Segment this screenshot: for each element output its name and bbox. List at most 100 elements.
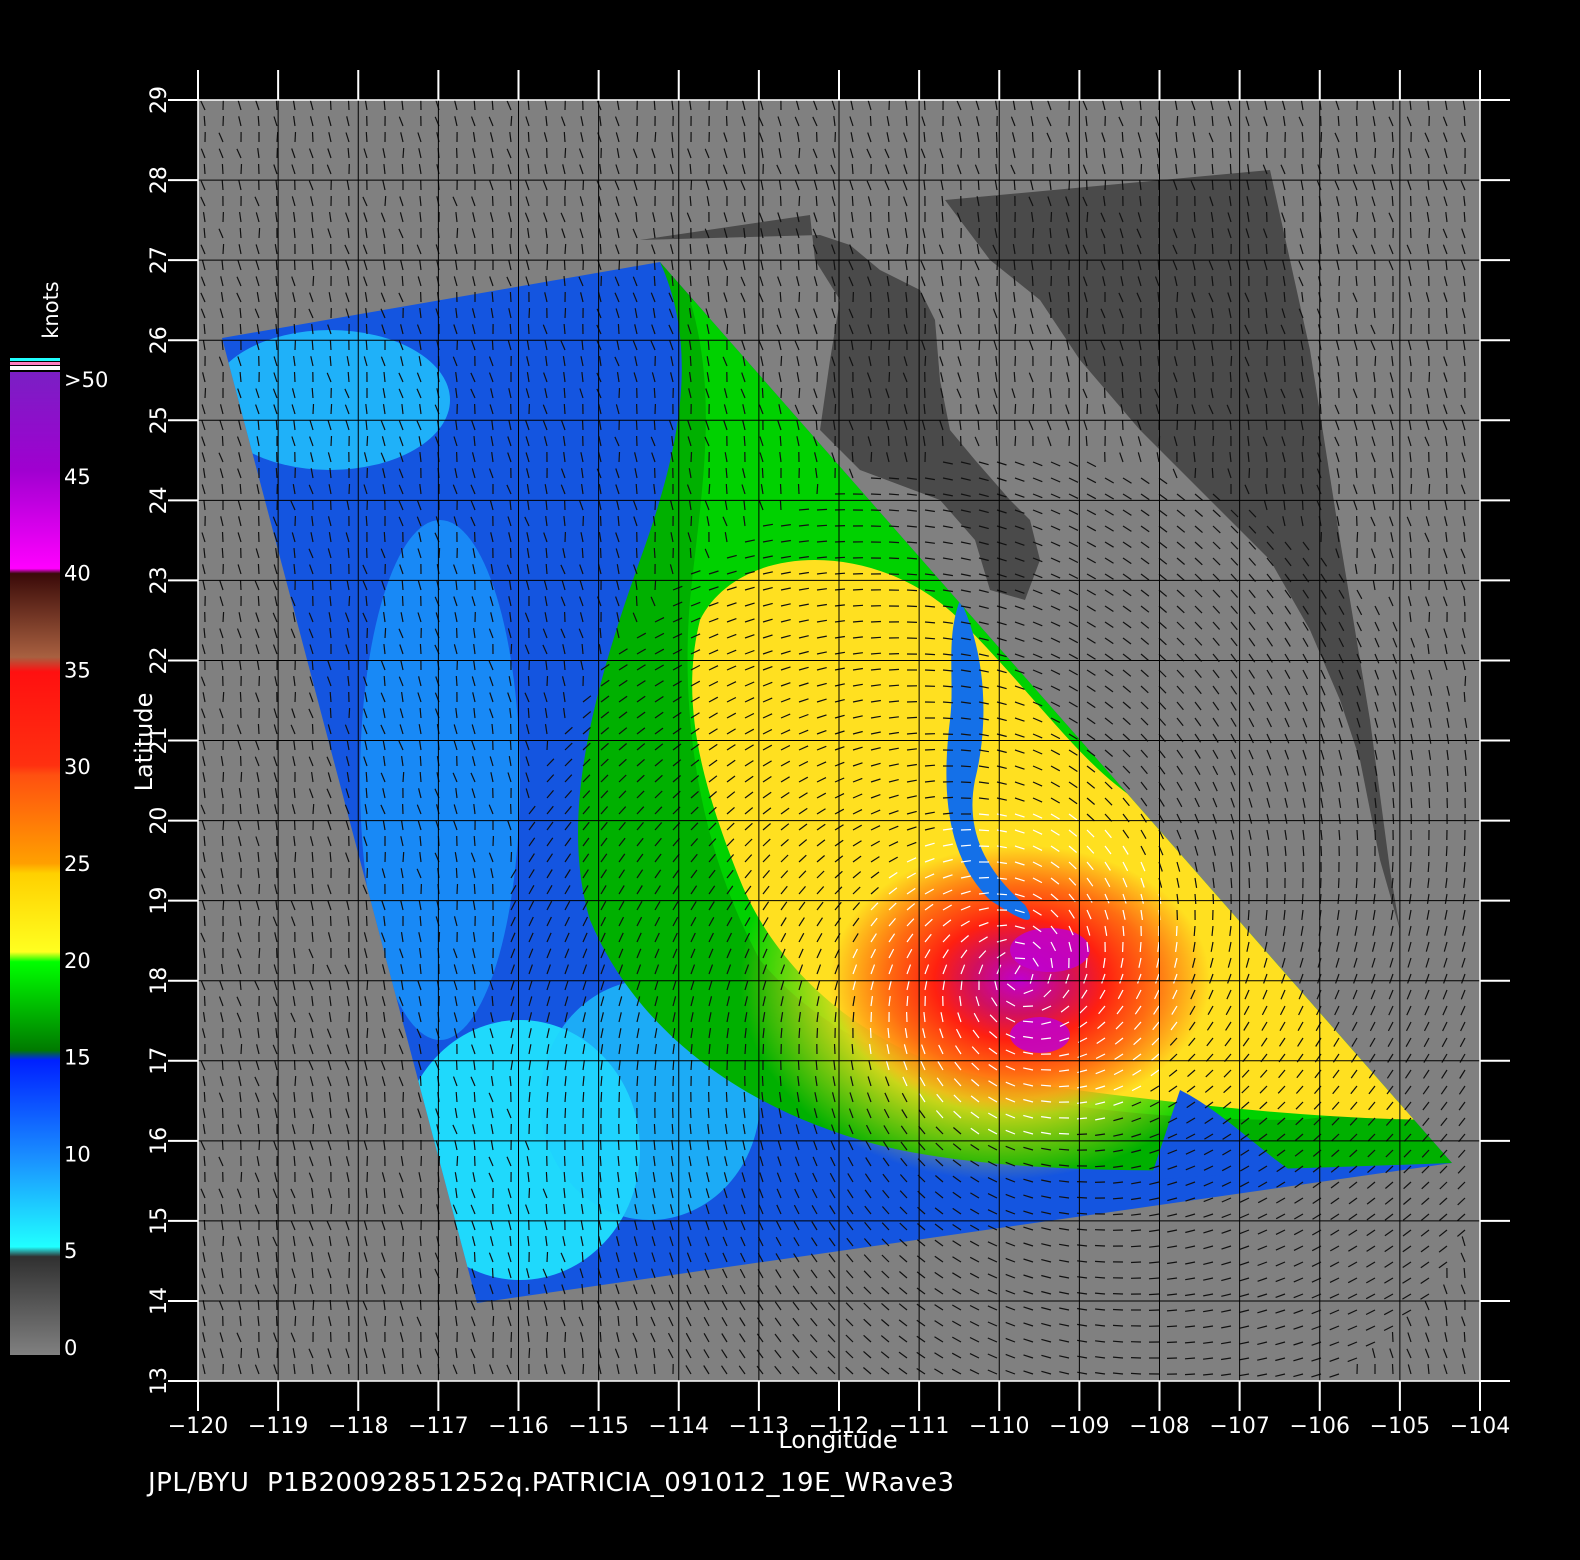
wind-barb (562, 436, 566, 447)
wind-barb (1206, 1021, 1214, 1031)
wind-barb (636, 758, 645, 767)
wind-barb (1442, 116, 1448, 127)
wind-barb (1320, 781, 1324, 792)
wind-barb (273, 116, 278, 127)
wind-barb (726, 885, 734, 895)
wind-barb (1140, 669, 1149, 678)
wind-barb (1014, 781, 1025, 786)
wind-barb (1082, 164, 1088, 175)
wind-barb (924, 355, 927, 367)
wind-barb (382, 180, 386, 191)
wind-barb (564, 1044, 568, 1055)
wind-barb (901, 1092, 908, 1103)
wind-barb (506, 564, 512, 575)
wind-barb (960, 461, 971, 465)
wind-barb (906, 275, 909, 287)
wind-barb (672, 696, 682, 703)
wind-barb (1463, 596, 1466, 607)
wind-barb (238, 180, 242, 191)
wind-barb (383, 596, 386, 607)
wind-barb (330, 1203, 333, 1215)
wind-barb (1266, 781, 1271, 792)
wind-barb (382, 260, 386, 271)
wind-barb (219, 1076, 224, 1087)
wind-barb (257, 851, 260, 863)
wind-barb (1407, 596, 1412, 607)
wind-barb (1207, 1005, 1214, 1015)
wind-barb (654, 964, 660, 975)
wind-barb (600, 758, 609, 767)
wind-barb (1155, 404, 1160, 415)
wind-barb (329, 707, 332, 719)
wind-barb (1389, 372, 1394, 383)
wind-barb (275, 100, 278, 111)
wind-barb (762, 571, 773, 575)
wind-barb (1354, 324, 1358, 335)
wind-barb (1212, 861, 1216, 872)
wind-barb (293, 212, 296, 223)
wind-barb (328, 740, 332, 751)
wind-barb (528, 1107, 531, 1119)
wind-barb (1229, 925, 1232, 936)
wind-barb (237, 820, 242, 831)
wind-barb (1122, 477, 1132, 484)
wind-barb (1426, 468, 1430, 479)
wind-barb (636, 916, 643, 927)
wind-barb (222, 771, 225, 783)
wind-barb (1191, 973, 1196, 984)
wind-barb (564, 821, 572, 831)
wind-barb (978, 765, 989, 769)
wind-barb (579, 612, 584, 623)
wind-barb (888, 371, 891, 383)
wind-barb (506, 276, 512, 287)
wind-barb (327, 548, 332, 559)
wind-barb (1122, 893, 1127, 904)
wind-barb (238, 1204, 242, 1215)
wind-barb (1140, 685, 1149, 694)
wind-barb (924, 621, 936, 624)
wind-barb (273, 164, 278, 175)
wind-barb (347, 916, 350, 927)
wind-barb (1301, 164, 1304, 175)
wind-barb (472, 948, 476, 959)
wind-barb (852, 840, 862, 847)
wind-barb (1388, 1005, 1394, 1016)
wind-barb (978, 653, 989, 657)
wind-barb (866, 372, 872, 383)
wind-barb (904, 148, 908, 159)
wind-barb (293, 867, 296, 879)
wind-barb (832, 228, 836, 239)
wind-barb (1122, 733, 1131, 742)
wind-barb (1158, 717, 1167, 726)
wind-barb (452, 196, 458, 207)
wind-barb (870, 699, 881, 703)
wind-barb (1032, 733, 1043, 739)
wind-barb (383, 644, 386, 655)
wind-barb (1319, 403, 1322, 415)
wind-barb (882, 1189, 890, 1199)
wind-barb (848, 324, 854, 335)
wind-barb (275, 548, 278, 559)
wind-barb (1062, 989, 1070, 999)
wind-barb (689, 275, 692, 287)
wind-barb (743, 1091, 746, 1103)
wind-barb (1262, 228, 1268, 239)
wind-barb (1230, 829, 1235, 840)
wind-barb (579, 228, 584, 239)
wind-barb (365, 131, 368, 143)
wind-barb (1156, 148, 1160, 159)
wind-barb (1409, 532, 1412, 543)
wind-barb (582, 821, 590, 831)
wind-barb (418, 724, 422, 735)
wind-barb (1410, 749, 1414, 761)
wind-barb (1264, 180, 1268, 191)
wind-barb (848, 1140, 854, 1151)
wind-barb (1014, 845, 1025, 850)
wind-barb (293, 356, 296, 367)
wind-barb (1464, 765, 1467, 777)
wind-barb (1104, 637, 1114, 645)
wind-barb (1032, 941, 1041, 950)
wind-barb (564, 758, 573, 767)
wind-barb (1047, 436, 1052, 447)
wind-barb (867, 196, 872, 207)
